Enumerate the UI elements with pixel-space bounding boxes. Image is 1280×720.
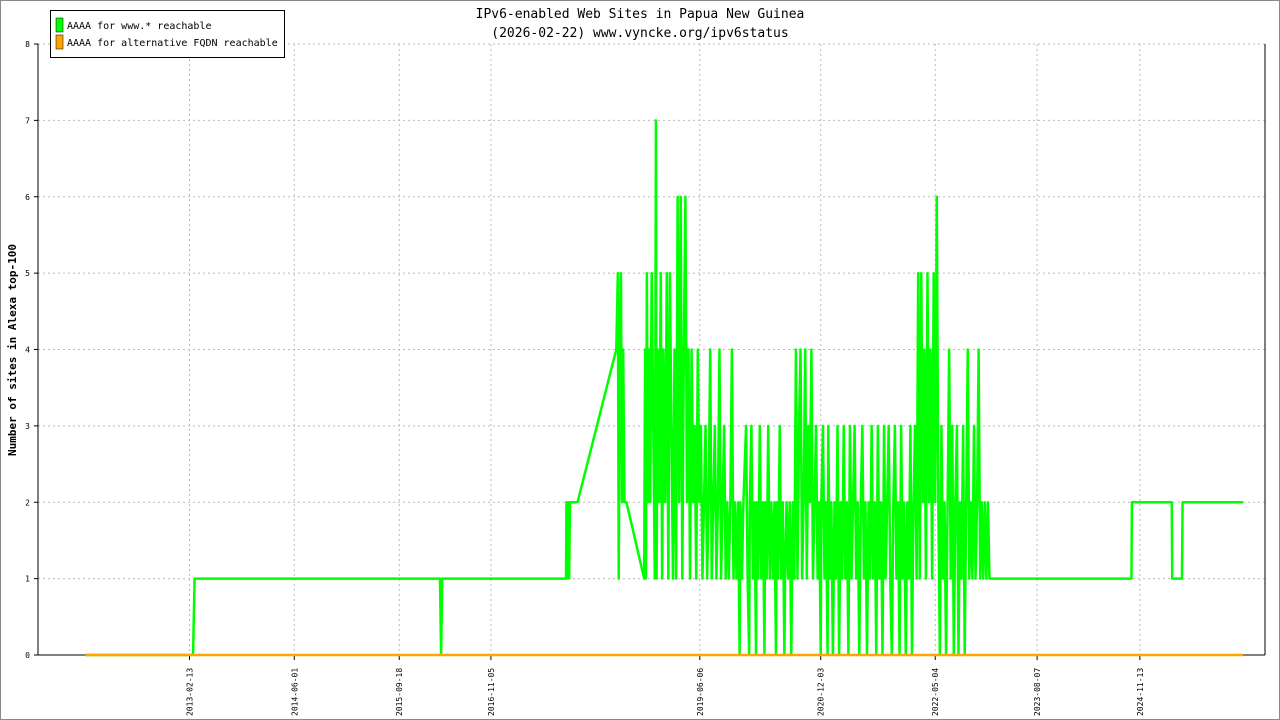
y-tick-label: 4: [25, 346, 30, 355]
legend-label: AAAA for alternative FQDN reachable: [67, 38, 278, 49]
y-tick-label: 3: [25, 422, 30, 431]
legend-label: AAAA for www.* reachable: [67, 21, 212, 32]
chart-title: IPv6-enabled Web Sites in Papua New Guin…: [476, 7, 805, 22]
y-tick-label: 6: [25, 193, 30, 202]
legend-swatch: [55, 34, 64, 50]
y-tick-label: 8: [25, 40, 30, 49]
y-tick-label: 1: [25, 575, 30, 584]
x-tick-label: 2024-11-13: [1136, 668, 1145, 716]
x-tick-label: 2019-06-06: [696, 668, 705, 716]
x-tick-label: 2020-12-03: [817, 668, 826, 716]
legend-box: [50, 10, 285, 58]
y-tick-label: 5: [25, 269, 30, 278]
x-tick-label: 2014-06-01: [290, 668, 299, 716]
chart-subtitle: (2026-02-22) www.vyncke.org/ipv6status: [491, 26, 788, 41]
legend-swatch: [55, 17, 64, 33]
x-tick-label: 2022-05-04: [931, 668, 940, 716]
y-axis-label: Number of sites in Alexa top-100: [6, 244, 19, 456]
y-tick-label: 2: [25, 498, 30, 507]
x-tick-label: 2015-09-18: [395, 668, 404, 716]
x-tick-label: 2013-02-13: [185, 668, 194, 716]
y-tick-label: 0: [25, 651, 30, 660]
series-line: [85, 119, 1244, 657]
x-tick-label: 2016-11-05: [487, 668, 496, 716]
x-tick-label: 2023-08-07: [1033, 668, 1042, 716]
y-tick-label: 7: [25, 116, 30, 125]
